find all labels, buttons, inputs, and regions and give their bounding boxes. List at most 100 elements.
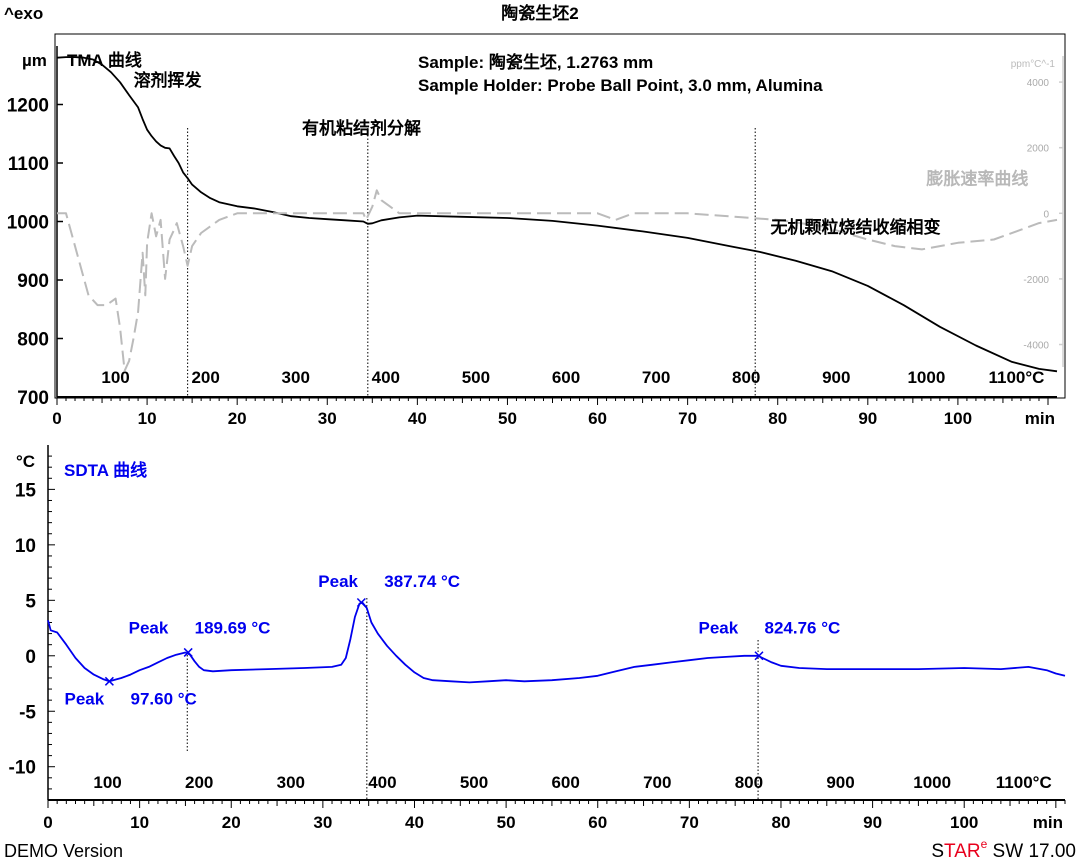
bottom-x-tick-label: 20: [222, 813, 241, 832]
top-curve-title: TMA 曲线: [67, 50, 142, 70]
bottom-panel: -10 -5 0 5 10 15 °C SDTA 曲线 0 10 20 30 40 50 60 70 80 90 1…: [9, 445, 1066, 832]
peak-marker: [104, 676, 114, 686]
top-right-tick-label: 2000: [1027, 144, 1050, 155]
peak-marker: [754, 651, 764, 661]
top-y-tick-label: 1000: [7, 213, 49, 234]
top-temp-tick-label: 700: [642, 368, 670, 387]
peak-label-word: Peak: [699, 619, 739, 638]
top-y-tick-label: 1100: [8, 154, 49, 175]
bottom-x-tick-label: 10: [130, 813, 149, 832]
bottom-x-tick-label: 70: [680, 813, 699, 832]
bottom-temp-tick-label: 1000: [913, 773, 951, 792]
top-y-tick-label: 700: [17, 388, 49, 409]
bottom-temp-tick-label: 600: [551, 773, 579, 792]
top-temp-tick-label: 1000: [907, 368, 945, 387]
top-right-tick-label: 4000: [1027, 78, 1050, 89]
peak-label-value: 824.76 °C: [765, 619, 841, 638]
bottom-y-tick-label: 10: [15, 536, 36, 557]
top-temp-tick-label: 200: [191, 368, 219, 387]
top-y-unit-label: µm: [22, 51, 47, 70]
top-x-tick-label: 100: [944, 409, 972, 428]
demo-version-label: DEMO Version: [4, 841, 123, 861]
top-right-tick-label: 0: [1043, 209, 1049, 220]
bottom-temp-tick-label: 900: [826, 773, 854, 792]
bottom-x-tick-label: 60: [588, 813, 607, 832]
top-temp-tick-label: 900: [822, 368, 850, 387]
tma-curve: [56, 56, 1058, 373]
curve-annotation: 有机粘结剂分解: [302, 118, 421, 138]
bottom-temp-tick-label: 100: [93, 773, 121, 792]
top-x-tick-label: 40: [408, 409, 427, 428]
peak-label-value: 387.74 °C: [384, 572, 460, 591]
bottom-x-tick-label: 40: [405, 813, 424, 832]
software-tar: TAR: [944, 841, 981, 862]
bottom-x-tick-label: 90: [863, 813, 882, 832]
top-x-tick-label: 60: [588, 409, 607, 428]
bottom-y-unit-label: °C: [16, 452, 35, 471]
sdta-curve: [47, 601, 1066, 684]
bottom-temp-tick-label: 800: [735, 773, 763, 792]
top-right-axis-label: ppm°C^-1: [1011, 59, 1056, 70]
top-x-tick-label: 90: [858, 409, 877, 428]
top-temp-tick-label: 300: [282, 368, 310, 387]
top-x-tick-label: 10: [138, 409, 157, 428]
exo-label: ^exo: [4, 4, 43, 23]
bottom-temp-tick-label: 300: [277, 773, 305, 792]
software-s: S: [931, 841, 944, 862]
top-temp-tick-label: 600: [552, 368, 580, 387]
bottom-y-tick-label: 15: [15, 480, 37, 501]
top-right-tick-label: -4000: [1023, 341, 1049, 352]
bottom-x-unit-label: min: [1033, 813, 1063, 832]
peak-label-value: 97.60 °C: [130, 690, 196, 709]
peak-label-word: Peak: [318, 572, 358, 591]
sample-info-line: Sample: 陶瓷生坯, 1.2763 mm: [418, 52, 653, 72]
curve-annotation: 无机颗粒烧结收缩相变: [770, 217, 941, 237]
top-temp-tick-label: 500: [462, 368, 490, 387]
bottom-y-tick-label: -5: [19, 702, 36, 723]
bottom-temp-tick-label: 200: [185, 773, 213, 792]
top-x-tick-label: 70: [678, 409, 697, 428]
bottom-temp-tick-label: 1100°C: [996, 773, 1052, 792]
sample-info-line: Sample Holder: Probe Ball Point, 3.0 mm,…: [418, 76, 823, 95]
bottom-temp-tick-label: 500: [460, 773, 488, 792]
top-x-tick-label: 20: [228, 409, 247, 428]
top-x-tick-label: 0: [52, 409, 61, 428]
top-y-tick-label: 900: [17, 271, 49, 292]
top-x-unit-label: min: [1025, 409, 1055, 428]
peak-label-word: Peak: [64, 690, 104, 709]
top-temp-tick-label: 400: [372, 368, 400, 387]
bottom-y-tick-label: 0: [25, 647, 36, 668]
bottom-x-tick-label: 30: [313, 813, 332, 832]
top-temp-tick-label: 1100°C: [988, 368, 1044, 387]
top-right-tick-label: -2000: [1023, 275, 1049, 286]
peak-marker: [183, 647, 193, 657]
top-temp-tick-label: 100: [101, 368, 129, 387]
curve-annotation: 溶剂挥发: [134, 70, 203, 90]
software-rest: SW 17.00: [987, 841, 1076, 862]
software-e: e: [981, 837, 988, 851]
peak-marker: [356, 598, 366, 608]
top-temp-tick-label: 800: [732, 368, 760, 387]
curve-annotation: 膨胀速率曲线: [926, 169, 1028, 189]
bottom-y-tick-label: -10: [9, 758, 36, 779]
expansion-rate-curve: [57, 189, 1058, 372]
bottom-temp-tick-label: 400: [368, 773, 396, 792]
bottom-x-tick-label: 50: [497, 813, 516, 832]
top-y-tick-label: 800: [17, 330, 49, 351]
top-x-tick-label: 30: [318, 409, 337, 428]
bottom-x-tick-label: 0: [43, 813, 52, 832]
bottom-x-tick-label: 80: [772, 813, 791, 832]
bottom-x-tick-label: 100: [950, 813, 978, 832]
bottom-temp-tick-label: 700: [643, 773, 671, 792]
top-x-tick-label: 80: [768, 409, 787, 428]
software-version: STARe SW 17.00: [931, 837, 1076, 862]
top-y-tick-label: 1200: [7, 96, 49, 117]
peak-label-word: Peak: [129, 619, 169, 638]
peak-label-value: 189.69 °C: [195, 619, 271, 638]
chart-title: 陶瓷生坯2: [501, 3, 578, 23]
top-x-tick-label: 50: [498, 409, 517, 428]
bottom-y-tick-label: 5: [25, 591, 36, 612]
bottom-curve-title: SDTA 曲线: [64, 460, 147, 480]
